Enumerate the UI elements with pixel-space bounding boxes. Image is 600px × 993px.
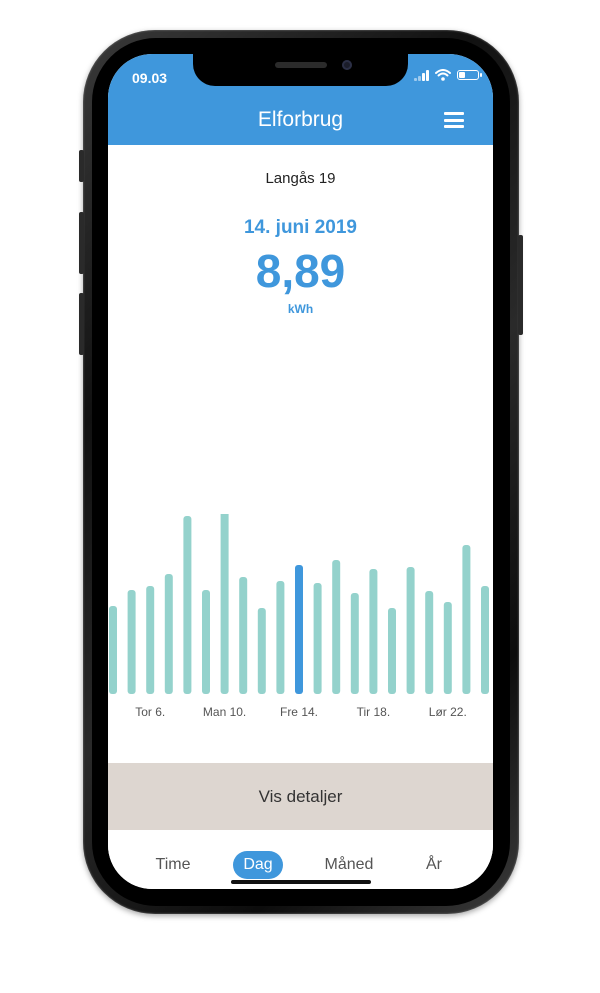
chart-bar[interactable] [183, 516, 192, 694]
volume-up-button [79, 212, 84, 274]
chart-bar[interactable] [388, 608, 396, 694]
chart-bar[interactable] [164, 574, 173, 694]
chart-bar[interactable] [202, 590, 210, 694]
x-tick-label: Lør 22. [429, 705, 467, 719]
battery-icon [457, 70, 482, 80]
status-time: 09.03 [132, 70, 168, 86]
chart-bar[interactable] [239, 577, 248, 694]
wifi-icon [435, 69, 451, 81]
chart-bar-selected[interactable] [295, 565, 303, 694]
chart-bar[interactable] [406, 567, 415, 694]
speaker-grille [275, 62, 327, 68]
chart-bar[interactable] [350, 593, 359, 694]
tab-maaned[interactable]: Måned [324, 856, 374, 873]
period-tabs: Time Dag Måned År [108, 830, 493, 889]
chart-bar[interactable] [220, 514, 229, 694]
page-title: Elforbrug [257, 108, 344, 131]
chart-bar[interactable] [146, 586, 155, 694]
consumption-unit: kWh [287, 302, 314, 316]
chart-bar[interactable] [332, 560, 341, 694]
volume-down-button [79, 293, 84, 355]
app-screen: 09.03 Elforbrug Langås 19 14. juni 2019 … [108, 54, 493, 889]
address-label: Langås 19 [265, 170, 336, 187]
chart-bar[interactable] [109, 606, 117, 694]
chart-bar[interactable] [313, 583, 322, 694]
power-button [518, 235, 523, 335]
chart-bar[interactable] [425, 591, 434, 694]
mute-switch [79, 150, 84, 182]
tab-time[interactable]: Time [155, 856, 191, 873]
hamburger-menu-icon[interactable] [444, 112, 464, 128]
chart-bar[interactable] [257, 608, 266, 694]
home-indicator [231, 880, 371, 884]
status-icons [414, 69, 482, 81]
selected-date: 14. juni 2019 [243, 217, 357, 238]
chart-bar[interactable] [462, 545, 471, 694]
tab-dag[interactable]: Dag [233, 851, 283, 879]
consumption-value: 8,89 [255, 245, 346, 297]
tab-aar[interactable]: År [426, 856, 442, 873]
x-tick-label: Man 10. [203, 705, 246, 719]
chart-bar[interactable] [481, 586, 489, 694]
cellular-signal-icon [414, 69, 429, 81]
x-tick-label: Fre 14. [280, 705, 318, 719]
chart-bar[interactable] [443, 602, 452, 694]
x-tick-label: Tor 6. [135, 705, 165, 719]
front-camera [342, 60, 352, 70]
show-details-button[interactable]: Vis detaljer [108, 763, 493, 830]
chart-bar[interactable] [127, 590, 136, 694]
chart-bar[interactable] [276, 581, 285, 694]
device-notch [193, 54, 408, 86]
app-header: 09.03 Elforbrug [108, 54, 493, 145]
chart-bar[interactable] [369, 569, 378, 694]
daily-consumption-chart: Tor 6. Man 10. Fre 14. Tir 18. Lør 22. [109, 514, 489, 719]
x-tick-label: Tir 18. [357, 705, 391, 719]
